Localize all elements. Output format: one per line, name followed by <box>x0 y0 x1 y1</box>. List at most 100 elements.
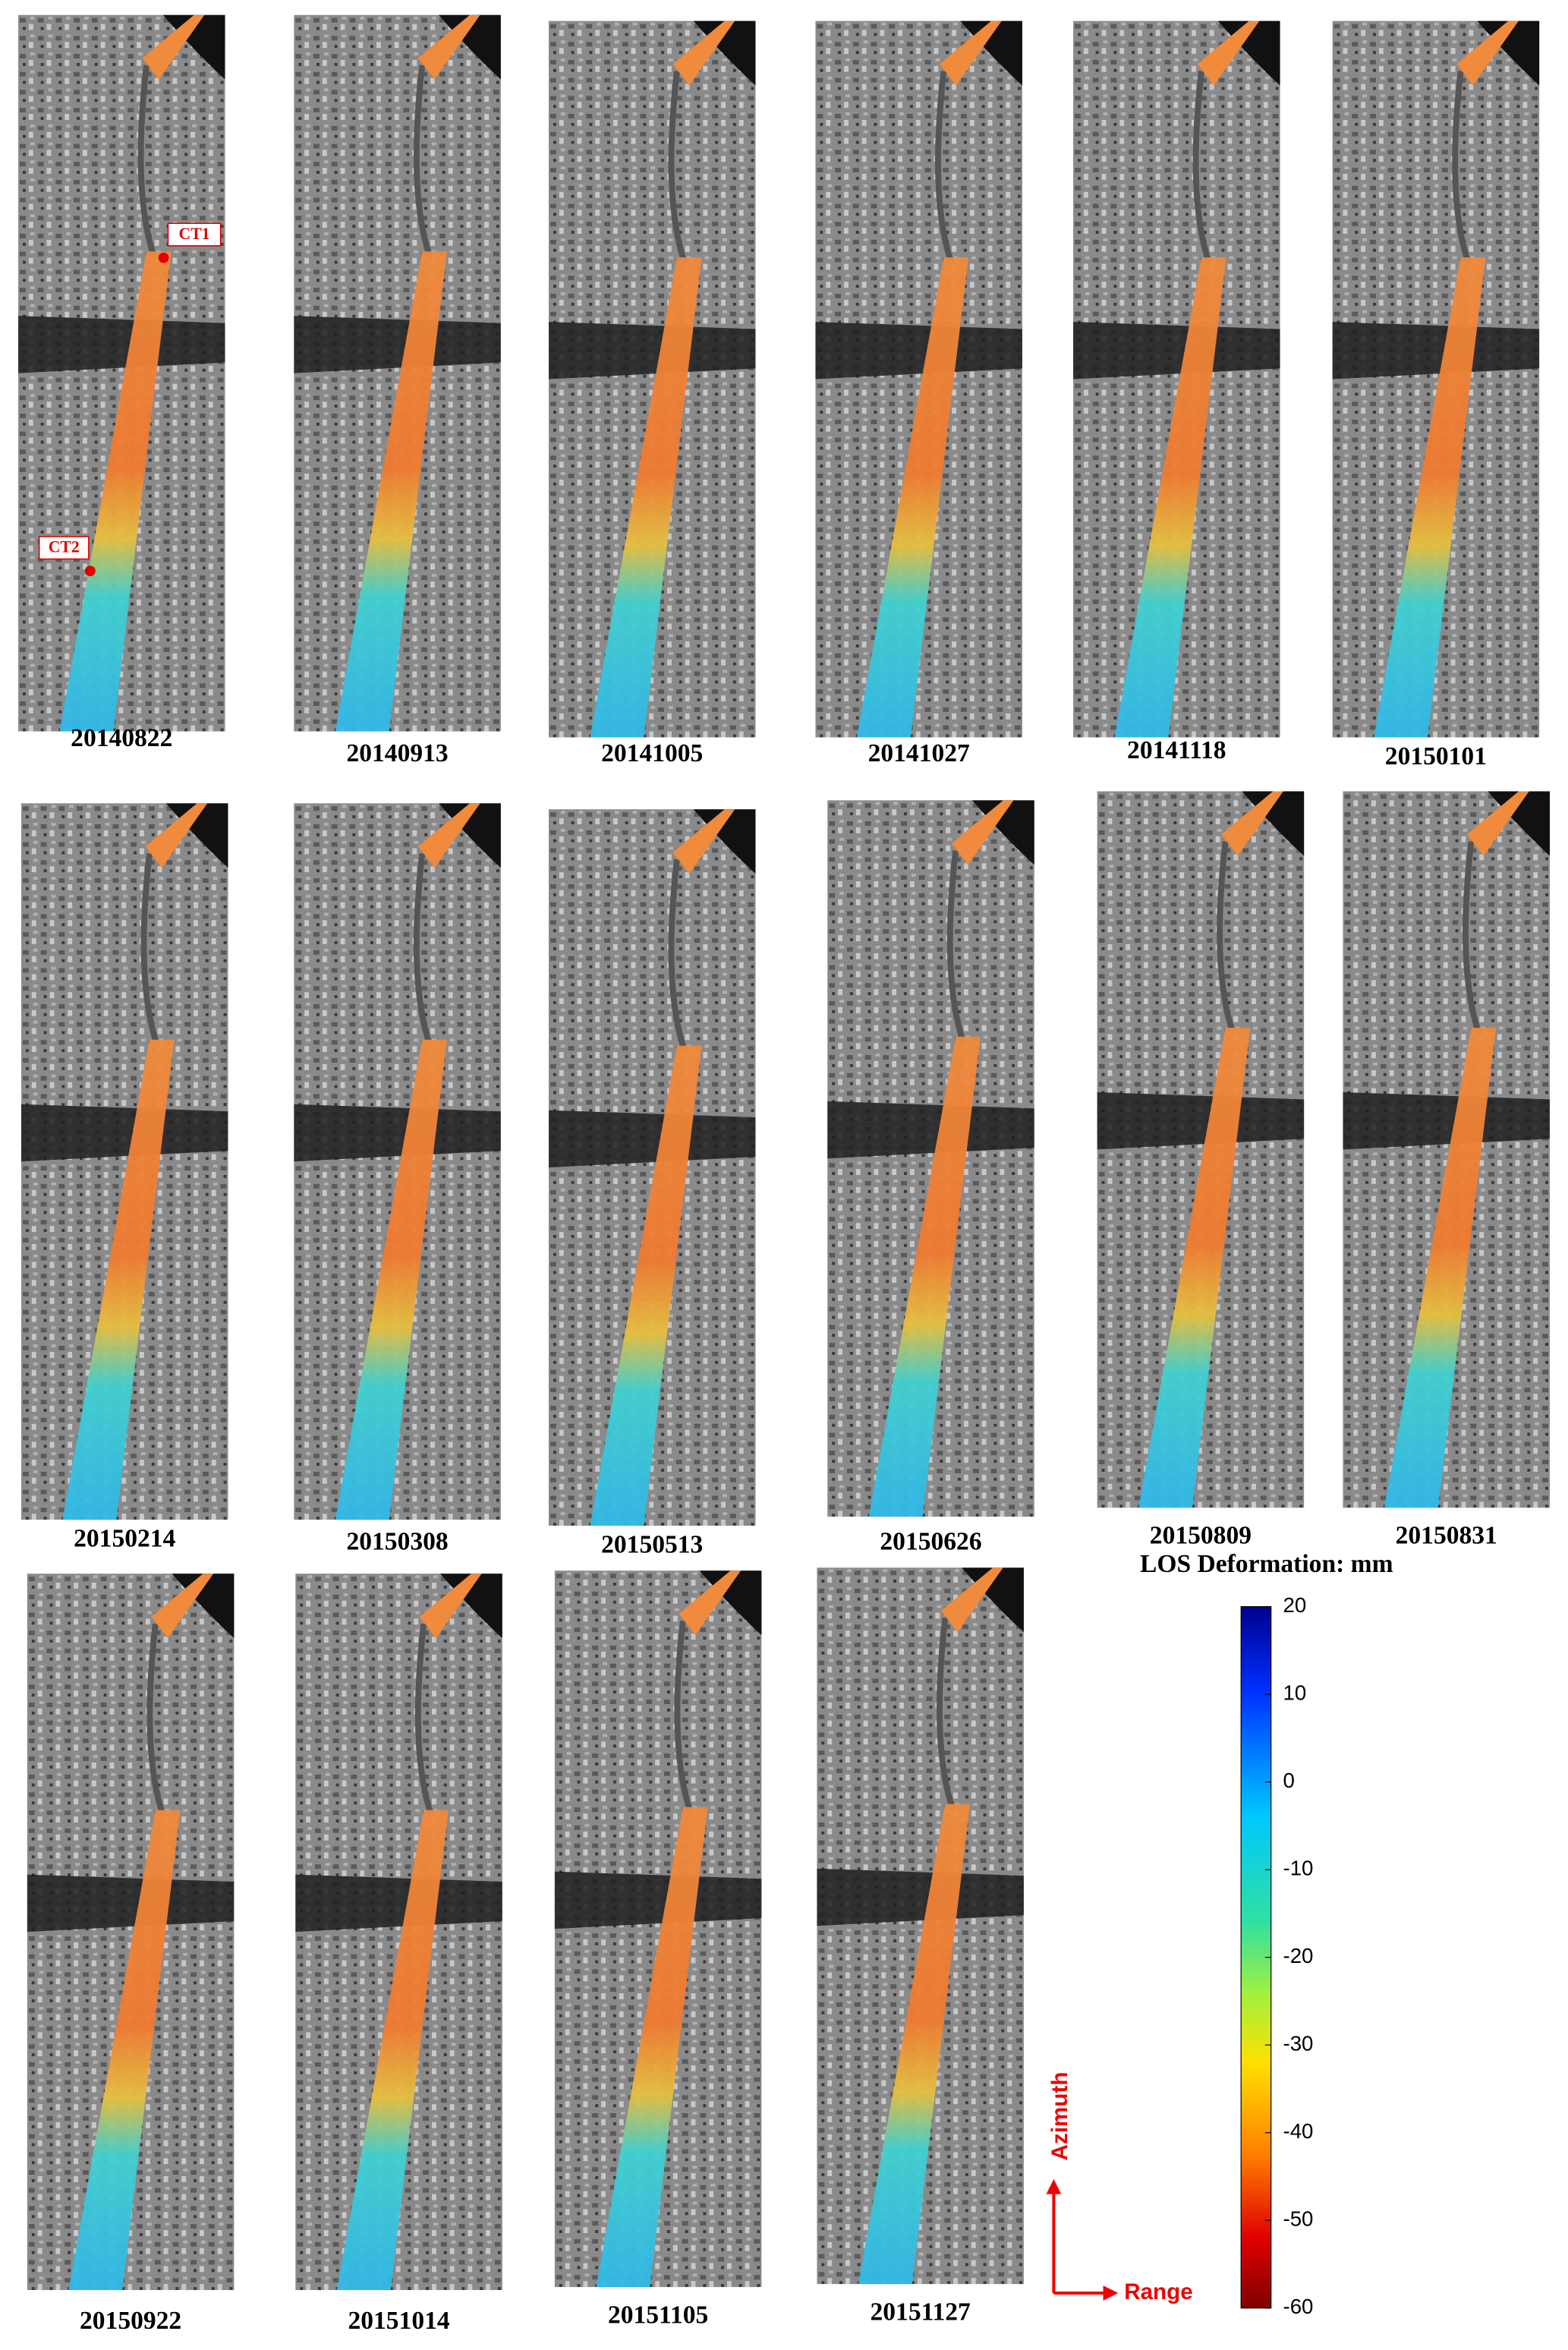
deformation-strip <box>68 1810 181 2291</box>
map-panel <box>294 803 501 1520</box>
colorbar-title: LOS Deformation: mm <box>1140 1550 1393 1578</box>
arrow-head <box>1103 2285 1119 2301</box>
deformation-strip-top <box>1197 20 1260 86</box>
deformation-strip-top <box>940 1567 1003 1633</box>
river <box>1097 1092 1305 1150</box>
deformation-strip-top <box>951 800 1014 865</box>
river <box>1343 1092 1550 1150</box>
date-label: 20150922 <box>80 2307 181 2335</box>
river <box>1073 322 1280 380</box>
arrow-head <box>1046 2178 1062 2194</box>
marker-label: CT2 <box>49 538 80 556</box>
date-label: 20150214 <box>74 1524 175 1552</box>
colorbar-tick-label: -20 <box>1283 1944 1314 1967</box>
road <box>1217 841 1237 1036</box>
date-label: 20151105 <box>608 2301 708 2329</box>
date-label: 20151014 <box>348 2307 449 2335</box>
map-panel <box>27 1573 235 2291</box>
river <box>815 322 1022 380</box>
deformation-strip-top <box>1221 791 1283 856</box>
river <box>20 1104 228 1162</box>
road <box>1463 841 1483 1036</box>
date-label: 20150513 <box>601 1530 703 1558</box>
deformation-strip-top <box>417 14 480 80</box>
colorbar-tick-label: -50 <box>1283 2207 1314 2231</box>
deformation-strip-top <box>672 20 735 86</box>
map-panel <box>549 809 756 1526</box>
road <box>668 858 688 1054</box>
date-label: 20150101 <box>1385 742 1487 770</box>
river <box>295 1874 502 1933</box>
date-label: 20141005 <box>601 739 703 767</box>
river <box>817 1868 1024 1926</box>
deformation-strip <box>596 1807 708 2288</box>
colorbar-tick-label: 0 <box>1283 1769 1295 1792</box>
marker-label-box <box>38 536 90 560</box>
date-label: 20150809 <box>1150 1522 1252 1550</box>
map-panel <box>827 800 1034 1517</box>
map-panel <box>815 20 1022 738</box>
deformation-strip <box>62 1039 175 1520</box>
river <box>27 1874 235 1933</box>
deformation-strip <box>856 257 969 738</box>
road <box>674 1620 694 1816</box>
deformation-strip <box>1138 1027 1251 1508</box>
road <box>1452 71 1472 266</box>
road <box>668 71 688 266</box>
river <box>294 316 501 373</box>
deformation-strip <box>868 1036 981 1517</box>
deformation-strip-top <box>419 1573 482 1639</box>
river <box>1332 322 1540 380</box>
deformation-strip <box>1384 1027 1497 1508</box>
colorbar-tick-label: 20 <box>1283 1593 1307 1617</box>
deformation-strip <box>590 257 702 738</box>
road <box>137 65 158 260</box>
road <box>146 1623 167 1819</box>
deformation-strip-top <box>142 14 205 80</box>
marker-label-box <box>167 222 222 247</box>
deformation-strip <box>335 251 447 732</box>
river <box>554 1871 762 1929</box>
deformation-strip-top <box>672 809 735 874</box>
map-panel <box>549 20 756 738</box>
deformation-strip-top <box>417 803 480 868</box>
deformation-strip <box>1374 257 1486 738</box>
colorbar-tick-label: 10 <box>1283 1681 1307 1704</box>
marker-point <box>158 252 169 263</box>
road <box>413 65 433 260</box>
date-label: 20141027 <box>868 739 970 767</box>
map-panel <box>817 1567 1024 2285</box>
deformation-strip-top <box>1466 791 1529 856</box>
road <box>1192 71 1213 266</box>
deformation-strip-top <box>679 1570 741 1636</box>
map-panel <box>294 14 501 732</box>
marker-label: CT1 <box>179 225 210 243</box>
road <box>413 852 433 1048</box>
river <box>18 316 225 373</box>
date-label: 20140822 <box>71 724 172 752</box>
colorbar-tick-label: -10 <box>1283 1856 1314 1879</box>
map-panel <box>1343 791 1550 1508</box>
azimuth-label: Azimuth <box>1047 2072 1072 2161</box>
deformation-strip <box>590 1045 702 1526</box>
deformation-strip-top <box>151 1573 214 1639</box>
deformation-strip <box>1114 257 1226 738</box>
deformation-strip-top <box>1456 20 1519 86</box>
road <box>935 71 956 266</box>
map-panel <box>18 14 225 732</box>
deformation-strip <box>59 251 172 732</box>
colorbar-tick-label: -60 <box>1283 2295 1314 2318</box>
deformation-strip <box>858 1803 971 2285</box>
deformation-strip <box>336 1810 449 2291</box>
river <box>549 322 756 380</box>
deformation-strip-top <box>145 803 208 868</box>
date-label: 20150308 <box>346 1527 448 1555</box>
map-panel <box>295 1573 502 2291</box>
road <box>414 1623 435 1819</box>
colorbar-tick-label: -40 <box>1283 2119 1314 2143</box>
range-label: Range <box>1124 2279 1192 2304</box>
road <box>946 850 967 1045</box>
date-label: 20141118 <box>1127 736 1226 764</box>
date-label: 20150831 <box>1396 1522 1497 1550</box>
